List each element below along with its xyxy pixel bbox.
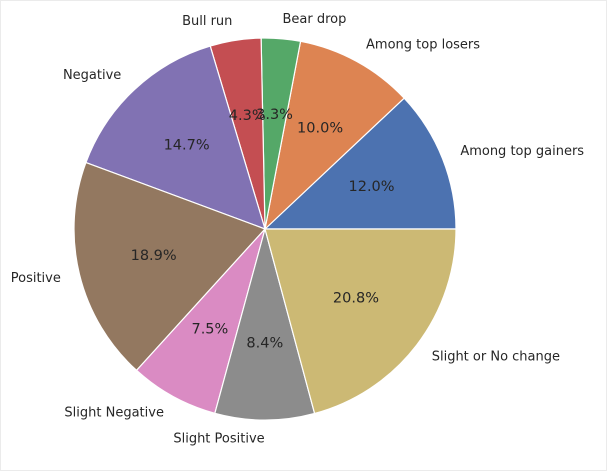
percent-labels: 12.0% 10.0%3.3%4.3% 14.7% 18.9% 7.5% 8.4% 20.8… <box>131 107 395 352</box>
category-label-bull-run: Bull run <box>182 14 232 29</box>
percent-label-slight-or-no-change: 20.8% <box>333 291 379 307</box>
percent-label-negative: 14.7% <box>164 137 210 153</box>
category-label-among-top-gainers: Among top gainers <box>460 144 584 159</box>
percent-label-among-top-losers: 10.0% <box>297 121 343 137</box>
percent-label-among-top-gainers: 12.0% <box>349 179 395 195</box>
category-label-slight-positive: Slight Positive <box>173 432 264 447</box>
pie-slice-positive <box>73 161 267 372</box>
percent-label-positive: 18.9% <box>131 248 177 264</box>
category-labels: Among top gainers Among top losers Bear dr… <box>11 12 585 446</box>
category-label-slight-or-no-change: Slight or No change <box>432 349 560 364</box>
pie-slice-negative <box>85 45 266 230</box>
pie-slice-slight-positive <box>214 226 316 421</box>
percent-label-bear-drop: 3.3% <box>256 107 293 123</box>
category-label-negative: Negative <box>63 68 121 83</box>
pie-slice-among-top-gainers <box>263 97 457 230</box>
pie-slice-slight-or-no-change <box>264 228 457 415</box>
percent-label-bull-run: 4.3% <box>229 108 266 124</box>
category-label-positive: Positive <box>11 271 61 286</box>
percent-label-slight-negative: 7.5% <box>191 321 228 337</box>
pie-slice-among-top-losers <box>264 40 405 231</box>
pie-slices <box>73 37 457 421</box>
category-label-among-top-losers: Among top losers <box>366 37 480 52</box>
category-label-slight-negative: Slight Negative <box>64 406 164 421</box>
percent-label-slight-positive: 8.4% <box>246 336 283 352</box>
category-label-bear-drop: Bear drop <box>282 12 346 27</box>
